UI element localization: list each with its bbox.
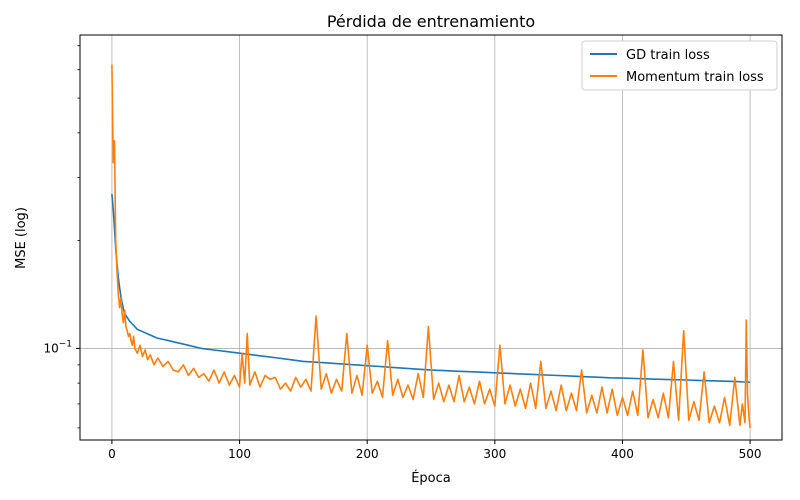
series-layer bbox=[111, 64, 751, 428]
plot-area bbox=[79, 34, 783, 441]
y-axis: 10−1 bbox=[43, 45, 80, 429]
legend-label-momentum-train-loss: Momentum train loss bbox=[626, 70, 764, 85]
series-line-gd-train-loss bbox=[111, 193, 751, 383]
y-tick-label: 10−1 bbox=[43, 339, 72, 355]
chart-title: Pérdida de entrenamiento bbox=[327, 12, 535, 31]
x-tick-label: 400 bbox=[611, 447, 634, 461]
x-axis-label: Época bbox=[411, 470, 451, 486]
x-axis: 0 100 200 300 400 500 bbox=[108, 440, 762, 461]
x-tick-label: 0 bbox=[108, 447, 116, 461]
series-line-momentum-train-loss bbox=[111, 64, 751, 428]
x-tick-label: 200 bbox=[356, 447, 379, 461]
legend: GD train loss Momentum train loss bbox=[581, 40, 778, 91]
legend-label-gd-train-loss: GD train loss bbox=[626, 48, 710, 63]
x-tick-label: 300 bbox=[483, 447, 506, 461]
x-tick-label: 100 bbox=[228, 447, 251, 461]
y-axis-label: MSE (log) bbox=[14, 207, 29, 269]
legend-box bbox=[581, 40, 778, 91]
x-tick-label: 500 bbox=[739, 447, 762, 461]
plot-frame bbox=[79, 34, 783, 441]
